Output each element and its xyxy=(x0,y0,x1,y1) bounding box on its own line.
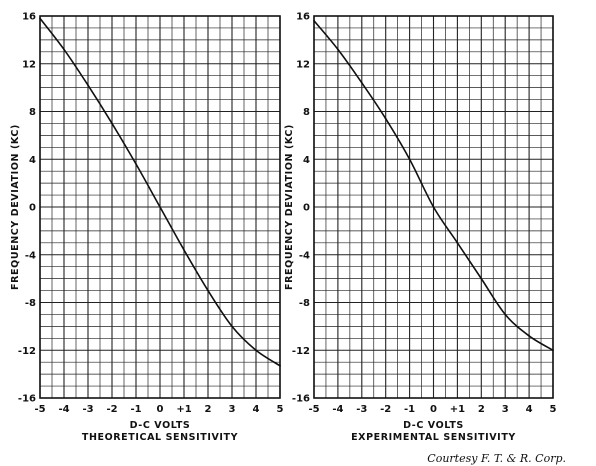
x-tick-label: -1 xyxy=(404,404,415,415)
x-tick-label: +1 xyxy=(176,404,191,415)
x-tick-label: -4 xyxy=(332,404,343,415)
plot-frame xyxy=(39,15,281,399)
y-tick-label: -12 xyxy=(18,346,36,357)
data-point xyxy=(384,117,387,120)
x-tick-label: -4 xyxy=(58,404,69,415)
data-point xyxy=(207,289,209,292)
x-tick-label: -1 xyxy=(130,404,141,415)
x-tick-label: 0 xyxy=(157,404,164,415)
credit-text: Courtesy F. T. & R. Corp. xyxy=(427,452,566,465)
x-tick-label: -2 xyxy=(106,404,117,415)
x-tick-label: -3 xyxy=(356,404,367,415)
data-point xyxy=(408,158,411,161)
x-tick-label: 5 xyxy=(550,404,557,415)
y-tick-label: -4 xyxy=(25,250,36,261)
x-tick-label: -2 xyxy=(380,404,391,415)
x-axis-title: D-C VOLTS xyxy=(403,420,464,431)
y-tick-label: 8 xyxy=(303,107,310,118)
y-tick-label: -12 xyxy=(292,346,310,357)
data-point xyxy=(63,48,65,51)
plot-frame xyxy=(313,15,554,399)
y-tick-label: 4 xyxy=(303,155,310,166)
x-tick-label: 3 xyxy=(502,404,509,415)
x-tick-label: -5 xyxy=(34,404,45,415)
y-tick-label: 12 xyxy=(296,59,310,70)
x-tick-label: 5 xyxy=(277,404,284,415)
data-point xyxy=(279,364,281,367)
grid xyxy=(39,15,281,399)
data-point xyxy=(456,241,459,244)
x-tick-label: 0 xyxy=(430,404,437,415)
data-point xyxy=(231,325,233,328)
data-point xyxy=(87,84,89,87)
data-point xyxy=(255,349,257,352)
y-tick-label: 12 xyxy=(22,59,36,70)
data-point xyxy=(111,122,113,125)
x-tick-label: 4 xyxy=(526,404,533,415)
x-tick-label: -5 xyxy=(308,404,319,415)
y-tick-label: 0 xyxy=(29,203,36,214)
y-tick-label: 8 xyxy=(29,107,36,118)
data-point xyxy=(432,206,435,208)
x-tick-label: 4 xyxy=(253,404,260,415)
data-point xyxy=(360,81,363,84)
data-point xyxy=(504,313,507,316)
x-tick-label: -3 xyxy=(82,404,93,415)
data-point xyxy=(528,335,530,337)
y-tick-label: -16 xyxy=(18,394,36,405)
chart-experimental: -5 -4 -3 -2 -1 0 +1 2 3 4 5 16 12 8 4 0 -4 -8 -12 -16 D-C VO… xyxy=(284,12,557,444)
y-tick-label: 16 xyxy=(22,12,36,23)
x-tick-label: 2 xyxy=(478,404,485,415)
y-tick-label: 0 xyxy=(303,203,310,214)
x-tick-label: +1 xyxy=(450,404,465,415)
y-axis-title: FREQUENCY DEVIATION (KC) xyxy=(10,124,21,290)
data-point xyxy=(39,17,41,20)
chart-subtitle: THEORETICAL SENSITIVITY xyxy=(82,432,238,443)
x-tick-label: 2 xyxy=(205,404,212,415)
data-point xyxy=(337,48,339,51)
x-tick-label: 3 xyxy=(229,404,236,415)
y-axis-title: FREQUENCY DEVIATION (KC) xyxy=(284,124,295,290)
y-tick-label: 16 xyxy=(296,12,310,23)
y-tick-label: 4 xyxy=(29,155,36,166)
data-point xyxy=(480,277,483,280)
data-point xyxy=(313,19,315,22)
data-point xyxy=(183,249,185,251)
y-tick-label: -8 xyxy=(25,298,36,309)
data-point xyxy=(135,163,137,165)
x-axis-title: D-C VOLTS xyxy=(130,420,191,431)
chart-theoretical: -5 -4 -3 -2 -1 0 +1 2 3 4 5 16 12 8 4 0 -4 -8 -12 -16 D-C VO… xyxy=(10,12,284,444)
y-tick-label: -8 xyxy=(299,298,310,309)
y-tick-label: -16 xyxy=(292,394,310,405)
data-point xyxy=(159,206,161,208)
y-tick-label: -4 xyxy=(299,250,310,261)
chart-subtitle: EXPERIMENTAL SENSITIVITY xyxy=(351,432,516,443)
data-point xyxy=(552,349,554,352)
